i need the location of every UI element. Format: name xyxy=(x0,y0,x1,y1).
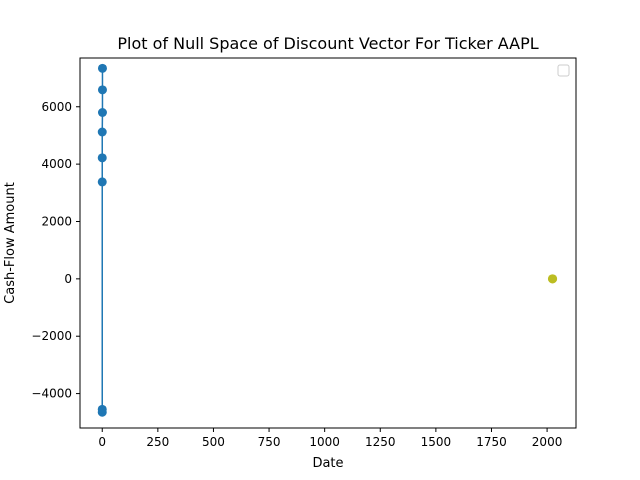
plot-area xyxy=(79,57,577,429)
x-tick-label: 1750 xyxy=(476,435,507,449)
data-point xyxy=(97,177,107,187)
y-tick-label: 4000 xyxy=(41,157,72,171)
axes-background xyxy=(80,58,576,428)
series-2 xyxy=(547,274,558,284)
axes-frame xyxy=(79,57,577,429)
data-point xyxy=(97,85,107,95)
y-tick-label: −4000 xyxy=(31,387,72,401)
data-point xyxy=(97,127,107,137)
data-point xyxy=(548,274,558,284)
y-tick-label: 2000 xyxy=(41,214,72,228)
y-tick-label: 0 xyxy=(64,272,72,286)
x-tick-label: 1000 xyxy=(309,435,340,449)
series-layer xyxy=(97,63,558,417)
x-axis-ticks: 0 250 500 750 1000 1250 1500 1750 2000 xyxy=(98,428,562,449)
data-point xyxy=(97,63,107,73)
y-tick-label: 6000 xyxy=(41,100,72,114)
legend-box xyxy=(557,64,570,77)
data-point xyxy=(97,404,107,414)
x-tick-label: 2000 xyxy=(532,435,563,449)
x-tick-label: 500 xyxy=(202,435,225,449)
y-axis-label: Cash-Flow Amount xyxy=(3,182,18,304)
y-tick-label: −2000 xyxy=(31,329,72,343)
x-tick-label: 1250 xyxy=(365,435,396,449)
x-axis-label: Date xyxy=(312,456,343,471)
chart-title: Plot of Null Space of Discount Vector Fo… xyxy=(117,34,538,53)
series-1 xyxy=(97,63,107,417)
data-point xyxy=(97,153,107,163)
y-axis-ticks: −4000 −2000 0 2000 4000 6000 xyxy=(31,100,80,401)
x-tick-label: 250 xyxy=(146,435,169,449)
x-tick-label: 750 xyxy=(258,435,281,449)
x-tick-label: 1500 xyxy=(421,435,452,449)
data-point xyxy=(97,107,107,117)
x-tick-label: 0 xyxy=(98,435,106,449)
